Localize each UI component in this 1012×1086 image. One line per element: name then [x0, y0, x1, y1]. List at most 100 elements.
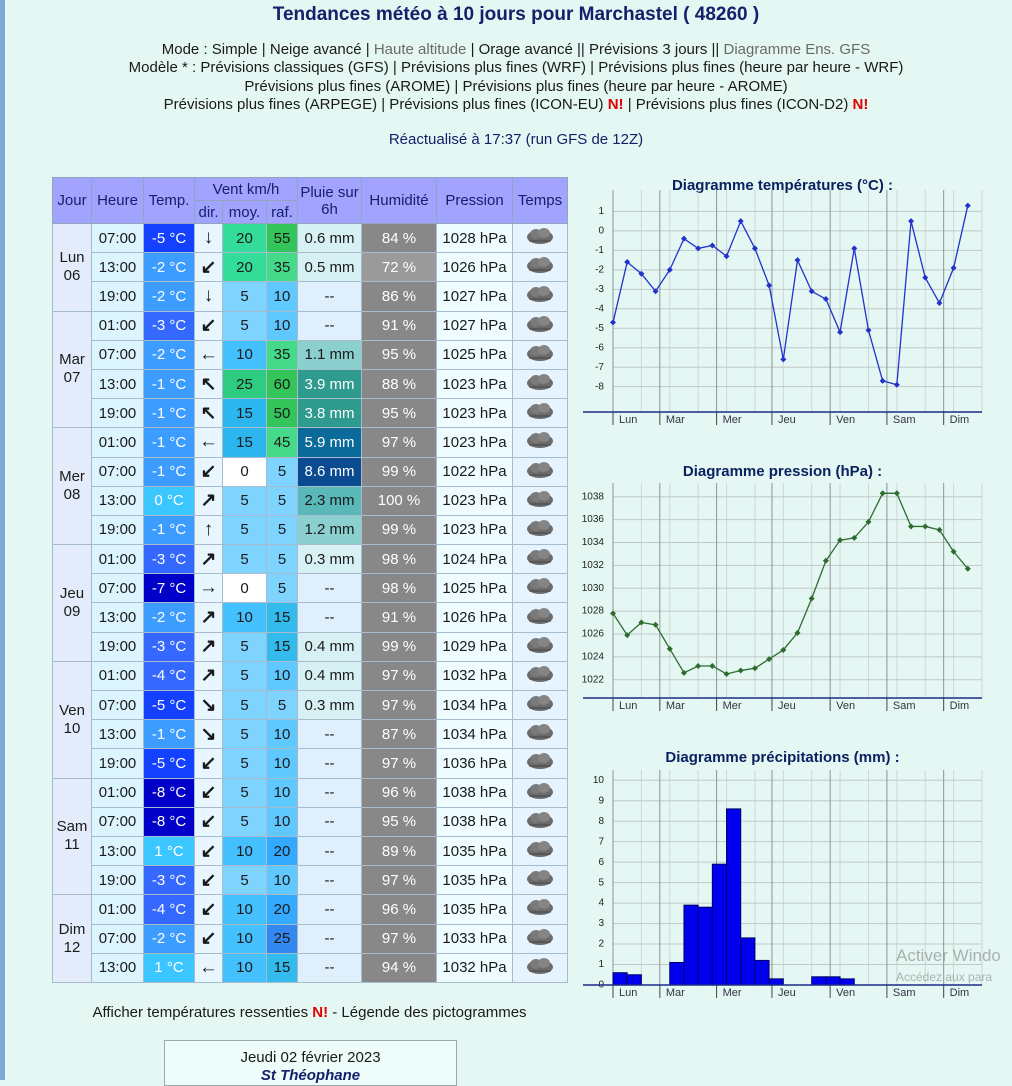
temp-cell: -4 °C — [143, 660, 195, 692]
day-name: Jeu — [59, 584, 85, 602]
day-cell: Dim 12 — [52, 894, 92, 983]
rain-cell: -- — [297, 952, 363, 983]
y-tick-label: 0 — [598, 226, 604, 237]
data-point — [851, 534, 858, 541]
link-text[interactable]: | Prévisions plus fines (ICON-D2) — [623, 95, 853, 113]
day-name: Mar — [59, 351, 85, 369]
y-tick-label: 9 — [598, 795, 604, 806]
hour-cell: 07:00 — [91, 573, 144, 604]
x-tick-label: Sam — [893, 987, 916, 999]
hour-cell: 07:00 — [91, 339, 144, 370]
weather-icon — [527, 432, 554, 449]
humidity-cell: 95 % — [361, 339, 438, 370]
rain-cell: 1.1 mm — [297, 339, 363, 370]
weather-icon-cell — [512, 485, 569, 516]
hour-cell: 01:00 — [91, 427, 144, 458]
pressure-cell: 1032 hPa — [436, 660, 514, 692]
weather-icon-cell — [512, 894, 569, 925]
weather-icon — [527, 403, 554, 420]
data-point — [638, 270, 645, 277]
wind-cell: 20 — [222, 222, 267, 254]
link-text[interactable]: Afficher températures ressenties — [92, 1004, 313, 1021]
wind-cell: 5 — [222, 719, 267, 750]
header-cell: Pluie sur 6h — [297, 177, 363, 224]
pressure-cell: 1023 hPa — [436, 427, 514, 458]
weather-icon — [527, 228, 554, 245]
weather-icon-cell — [512, 427, 569, 458]
gust-cell: 10 — [265, 281, 299, 312]
link-text[interactable]: N! — [852, 95, 869, 113]
data-point — [666, 266, 673, 273]
header-cell: Jour — [52, 177, 92, 224]
gust-cell: 45 — [265, 427, 299, 458]
x-tick-label: Sam — [893, 700, 916, 712]
data-point — [822, 296, 829, 303]
link-text[interactable]: Prévisions plus fines (ARPEGE) | Prévisi… — [163, 95, 608, 113]
humidity-cell: 98 % — [361, 573, 438, 604]
weather-icon — [527, 549, 554, 566]
link-text[interactable]: Diagramme Ens. GFS — [723, 41, 871, 58]
hour-cell: 19:00 — [91, 631, 144, 662]
link-text[interactable]: Modèle * : Prévisions classiques (GFS) |… — [128, 59, 904, 77]
footer-links: Afficher températures ressenties N! - Lé… — [52, 1004, 567, 1021]
weather-icon — [527, 461, 554, 478]
pressure-cell: 1036 hPa — [436, 748, 514, 779]
data-point — [766, 656, 773, 663]
temp-cell: -4 °C — [143, 894, 195, 925]
temp-cell: -3 °C — [143, 865, 195, 896]
page-title: Tendances météo à 10 jours pour Marchast… — [272, 4, 760, 25]
table-row: 07:00 -7 °C → 0 5 -- 98 % 1025 hPa — [53, 573, 569, 604]
bar — [612, 972, 628, 986]
wind-cell: 0 — [222, 456, 267, 487]
data-point — [936, 299, 943, 306]
data-point — [908, 218, 915, 225]
date: Jeudi 02 février 2023 — [240, 1049, 381, 1066]
bar — [683, 904, 699, 986]
table-row: 19:00 -1 °C ↖ 15 50 3.8 mm 95 % 1023 hPa — [53, 398, 569, 429]
pressure-cell: 1023 hPa — [436, 398, 514, 429]
pressure-cell: 1023 hPa — [436, 485, 514, 516]
data-point — [695, 245, 702, 252]
data-point — [879, 377, 886, 384]
link-text[interactable]: N! — [607, 95, 624, 113]
link-text[interactable]: - Légende des pictogrammes — [328, 1004, 527, 1021]
day-cell: Mer 08 — [52, 427, 92, 546]
wind-cell: 5 — [222, 777, 267, 808]
gust-cell: 50 — [265, 398, 299, 429]
humidity-cell: 87 % — [361, 719, 438, 750]
weather-icon-cell — [512, 631, 569, 662]
wind-cell: 5 — [222, 660, 267, 692]
watermark-line: Accédez aux para — [896, 970, 993, 984]
gust-cell: 10 — [265, 310, 299, 341]
humidity-cell: 95 % — [361, 806, 438, 837]
pressure-cell: 1027 hPa — [436, 310, 514, 341]
y-tick-label: 1026 — [582, 629, 605, 640]
y-tick-label: -1 — [595, 245, 604, 256]
y-tick-label: -4 — [595, 303, 604, 314]
x-tick-label: Mer — [723, 700, 742, 712]
weather-icon — [527, 315, 554, 332]
wind-dir-cell: ↙ — [194, 777, 223, 808]
y-tick-label: 6 — [598, 857, 604, 868]
link-text[interactable]: Haute altitude — [373, 41, 467, 58]
data-point — [837, 329, 844, 336]
link-text[interactable]: Prévisions plus fines (AROME) | Prévisio… — [244, 77, 788, 95]
link-text[interactable]: | Orage avancé || Prévisions 3 jours || — [466, 41, 724, 58]
chart-title: Diagramme températures (°C) : — [672, 177, 893, 194]
x-tick-label: Sam — [893, 414, 916, 426]
pressure-cell: 1026 hPa — [436, 602, 514, 633]
link-text[interactable]: N! — [312, 1004, 329, 1021]
wind-cell: 5 — [222, 806, 267, 837]
pressure-cell: 1038 hPa — [436, 806, 514, 837]
rain-cell: -- — [297, 777, 363, 808]
link-text[interactable]: Mode : Simple | Neige avancé | — [161, 41, 374, 58]
hour-cell: 19:00 — [91, 748, 144, 779]
gust-cell: 35 — [265, 252, 299, 283]
weather-icon — [527, 811, 554, 828]
weather-icon-cell — [512, 398, 569, 429]
hour-cell: 13:00 — [91, 252, 144, 283]
gust-cell: 60 — [265, 368, 299, 400]
wind-cell: 0 — [222, 573, 267, 604]
weather-icon — [527, 257, 554, 274]
temp-cell: -1 °C — [143, 427, 195, 458]
